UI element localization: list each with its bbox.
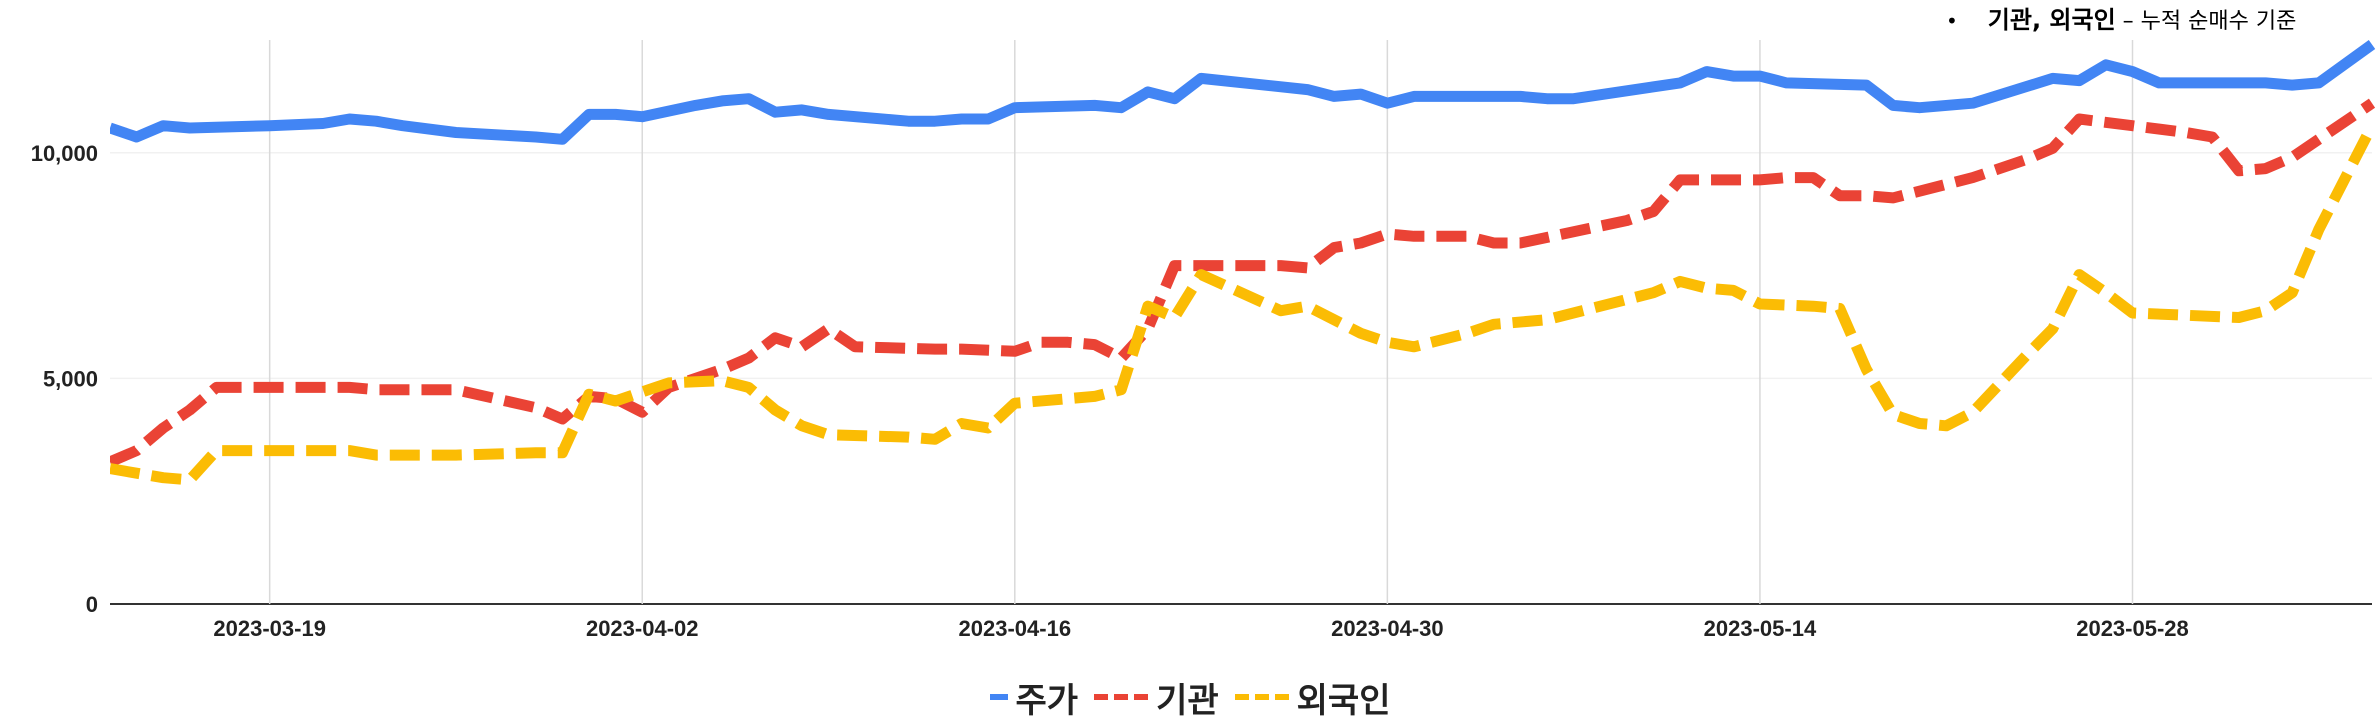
y-tick-label: 5,000: [43, 366, 98, 391]
annotation-basis: – 누적 순매수 기준: [2115, 9, 2297, 34]
annotation-series-names: 기관, 외국인: [1987, 6, 2116, 34]
legend-swatch: [1094, 694, 1149, 700]
line-chart: 0 5,000 10,000 2023-03-19 2023-04-02 2023-04…: [31, 40, 2377, 641]
legend-swatch: [1234, 694, 1289, 700]
x-tick-label: 2023-03-19: [213, 616, 326, 641]
legend-item-1: 주가: [989, 673, 1079, 722]
chart-legend: 주가 기관 외국인: [0, 672, 2380, 722]
x-axis-ticks: 2023-03-19 2023-04-02 2023-04-16 2023-04-30…: [213, 616, 2188, 641]
y-tick-label: 0: [86, 592, 98, 617]
series-lines: [110, 40, 2377, 486]
legend-item-2: 기관: [1094, 673, 1219, 722]
grid-lines: [110, 40, 2372, 605]
x-tick-label: 2023-04-16: [959, 616, 1072, 641]
annotation-bullet: •: [1946, 9, 1958, 33]
series-line-2: [110, 98, 2376, 467]
series-line-1: [110, 40, 2376, 145]
y-axis-ticks: 0 5,000 10,000: [31, 141, 98, 617]
legend-label: 외국인: [1296, 680, 1391, 721]
x-tick-label: 2023-04-02: [586, 616, 699, 641]
series-line-3: [110, 123, 2377, 486]
x-tick-label: 2023-04-30: [1331, 616, 1444, 641]
legend-item-3: 외국인: [1234, 673, 1391, 722]
x-tick-label: 2023-05-28: [2076, 616, 2189, 641]
legend-label: 기관: [1156, 680, 1219, 721]
y-tick-label: 10,000: [31, 141, 98, 166]
legend-label: 주가: [1015, 680, 1079, 721]
x-tick-label: 2023-05-14: [1704, 616, 1817, 641]
chart-annotation: • 기관, 외국인 – 누적 순매수 기준: [1946, 0, 2296, 35]
legend-swatch: [989, 694, 1008, 700]
